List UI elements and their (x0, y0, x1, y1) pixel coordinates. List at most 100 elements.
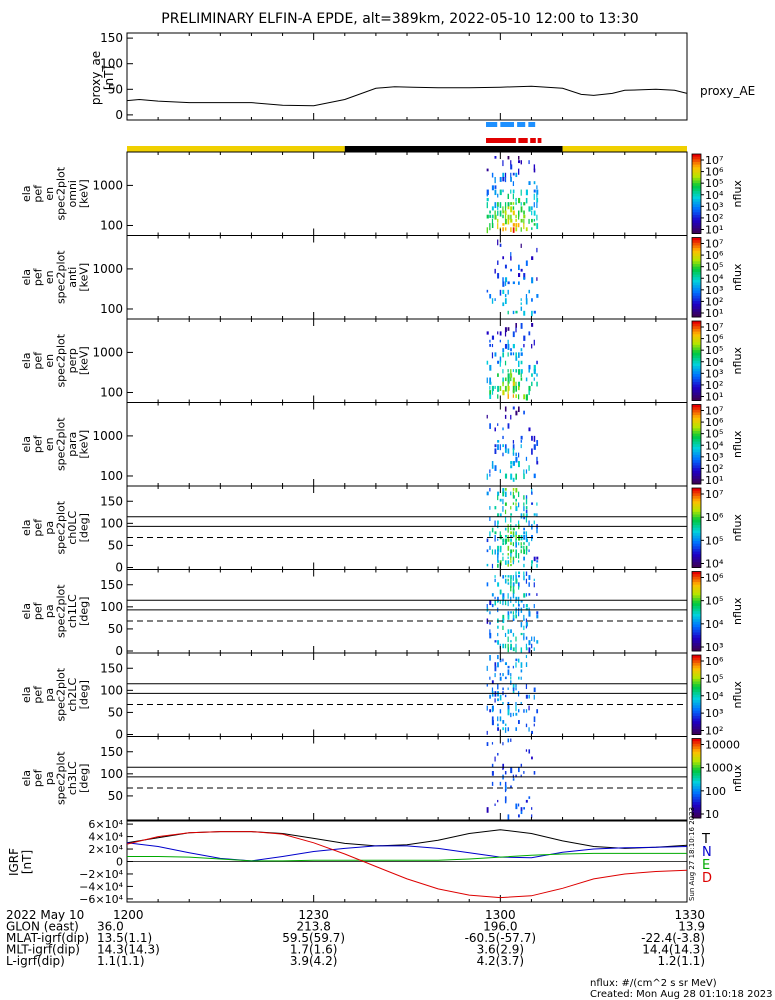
colorbar-frame (691, 487, 702, 568)
spectrogram-ytick-label: 50 (108, 538, 123, 552)
spectrogram-pixel (491, 549, 494, 555)
spectrogram-pixel (504, 488, 507, 491)
spectrogram-pixel (504, 264, 507, 269)
spectrogram-pixel (523, 502, 525, 506)
spectrogram-pixel (491, 763, 494, 768)
spectrogram-pixel (486, 360, 489, 365)
spectrogram-pixel (531, 206, 533, 210)
colorbar-tick-label: 10⁶ (705, 572, 724, 585)
spectrogram-frame (126, 652, 688, 737)
colorbar-segment (692, 154, 701, 158)
spectrogram-pixel (523, 593, 526, 598)
spectrogram-pixel (510, 582, 512, 588)
spectrogram-pixel (536, 456, 538, 461)
spectrogram-ytick-label: 1000 (92, 429, 123, 443)
spectrogram-pixel (499, 545, 502, 550)
spectrogram-pixel (489, 676, 491, 680)
colorbar-segment (692, 306, 701, 310)
igrf-ylabel-line: [nT] (20, 850, 34, 874)
spectrogram-pixel (510, 164, 513, 170)
colorbar-segment (692, 425, 701, 429)
spectrogram-pixel (525, 538, 528, 543)
colorbar-segment (692, 191, 701, 195)
colorbar-segment (692, 548, 701, 553)
spectrogram-pixel (525, 545, 528, 551)
colorbar-tick-label: 10² (705, 379, 723, 392)
created-timestamp: Created: Mon Aug 28 01:10:18 2023 (590, 989, 773, 1000)
spectrogram-ylabel-line: spec2plot (55, 417, 68, 471)
colorbar-label: nflux (731, 514, 744, 542)
spectrogram-pixel (497, 723, 499, 727)
spectrogram-pixel (507, 394, 509, 399)
colorbar-segment (692, 700, 701, 704)
spectrogram-pixel (525, 694, 528, 699)
spectrogram-pixel (515, 596, 518, 601)
colorbar-tick-label: 10⁵ (705, 672, 723, 685)
spectrogram-pixel (494, 803, 496, 806)
spectrogram-pixel (491, 687, 494, 692)
spectrogram-pixel (512, 578, 514, 581)
spectrogram-pixel (536, 563, 538, 568)
spectrogram-pixel (494, 665, 497, 672)
spectrogram-pixel (531, 343, 533, 349)
colorbar-label: nflux (731, 597, 744, 625)
spectrogram-pixel (494, 210, 496, 215)
spectrogram-pixel (525, 549, 528, 555)
spectrogram-pixel (536, 440, 539, 446)
spectrogram-pixel (520, 662, 523, 668)
spectrogram-pixel (510, 414, 512, 420)
spectrogram-pixel (515, 542, 517, 548)
igrf-ytick-label: −2×10⁴ (79, 868, 123, 881)
spectrogram-pixel (510, 189, 512, 194)
spectrogram-pixel (494, 448, 497, 454)
spectrogram-pixel (523, 618, 525, 621)
colorbar-tick-label: 10⁵ (705, 595, 723, 608)
colorbar-segment (692, 196, 701, 200)
spectrogram-pixel (507, 636, 509, 643)
colorbar-segment (692, 786, 701, 790)
spectrogram-ylabel-line: spec2plot (55, 667, 68, 721)
spectrogram-pixel (499, 289, 502, 296)
spectrogram-ytick-label: 100 (100, 218, 123, 232)
spectrogram-pixel (507, 611, 510, 617)
spectrogram-pixel (536, 189, 539, 195)
spectrogram-pixel (525, 723, 528, 728)
spectrogram-pixel (515, 223, 518, 228)
colorbar-segment (692, 556, 701, 561)
spectrogram-pixel (507, 214, 510, 221)
spectrogram-pixel (515, 636, 517, 642)
spectrogram-pixel (510, 172, 512, 178)
colorbar-segment (692, 668, 701, 672)
colorbar-segment (692, 738, 701, 742)
colorbar-segment (692, 230, 701, 234)
colorbar-label: nflux (731, 430, 744, 458)
spectrogram-pixel (523, 632, 525, 639)
spectrogram-pixel (512, 575, 514, 580)
colorbar-segment (692, 334, 701, 338)
spectrogram-pixel (507, 373, 510, 379)
colorbar-segment (692, 214, 701, 219)
colorbar-tick-label: 10¹ (705, 224, 723, 237)
colorbar-segment (692, 420, 701, 424)
spectrogram-pixel (486, 473, 488, 480)
colorbar-segment (692, 376, 701, 380)
colorbar-segment (692, 342, 701, 346)
spectrogram-ylabel-line: ela (20, 603, 33, 620)
time-axis-tick-label: 1330 (674, 908, 705, 922)
spectrogram-pixel (518, 676, 520, 680)
spectrogram-pixel (502, 227, 504, 232)
spectrogram-pixel (512, 589, 515, 594)
spectrogram-pixel (525, 647, 528, 651)
spectrogram-pixel (486, 730, 488, 735)
spectrogram-pixel (504, 516, 507, 523)
spectrogram-pixel (494, 756, 496, 762)
colorbar-segment (692, 172, 701, 176)
ephemeris-row-label: L-igrf(dip) (6, 954, 65, 968)
spectrogram-pixel (497, 444, 499, 450)
spectrogram-pixel (507, 385, 510, 391)
spectrogram-pixel (491, 593, 494, 597)
spectrogram-pixel (533, 473, 536, 479)
spectrogram-pixel (512, 778, 515, 781)
spectrogram-pixel (504, 218, 507, 225)
spectrogram-pixel (507, 665, 510, 669)
